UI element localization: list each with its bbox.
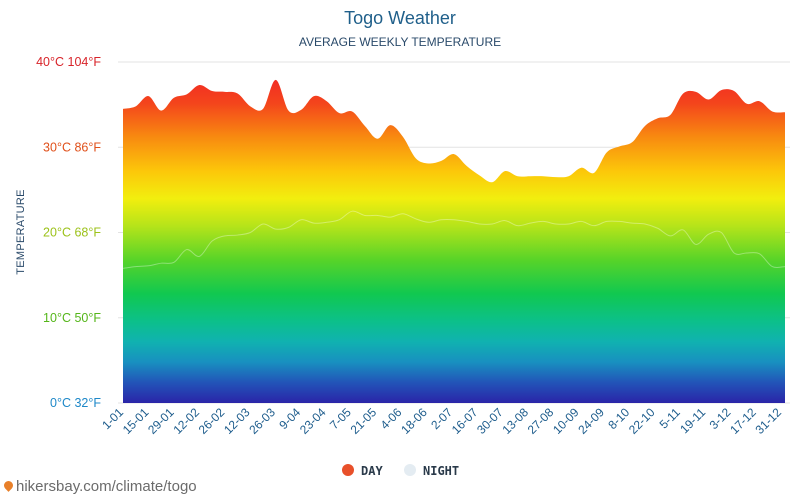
day-area (123, 79, 785, 404)
location-pin-icon (2, 479, 15, 492)
y-tick-label: 40°C 104°F (36, 55, 101, 69)
x-tick-label: 30-07 (474, 405, 506, 437)
x-tick-label: 12-02 (170, 405, 202, 437)
legend-night[interactable]: NIGHT (404, 464, 459, 478)
chart-subtitle: AVERAGE WEEKLY TEMPERATURE (299, 35, 501, 49)
x-tick-label: 24-09 (575, 405, 607, 437)
x-tick-label: 19-11 (677, 405, 708, 436)
x-tick-label: 21-05 (348, 405, 380, 437)
x-tick-label: 17-12 (727, 405, 759, 437)
legend-day[interactable]: DAY (342, 464, 383, 478)
x-tick-label: 10-09 (550, 405, 582, 437)
y-tick-labels: 0°C 32°F 10°C 50°F 20°C 68°F 30°C 86°F 40°C … (36, 55, 101, 410)
x-tick-label: 18-06 (398, 405, 430, 437)
x-tick-label: 16-07 (449, 405, 481, 437)
legend-night-label: NIGHT (423, 464, 459, 478)
x-tick-label: 29-01 (145, 405, 177, 437)
legend-day-label: DAY (361, 464, 383, 478)
x-tick-label: 12-03 (221, 405, 253, 437)
x-tick-label: 27-08 (525, 405, 557, 437)
x-tick-labels: 1-0115-0129-0112-0226-0212-0326-039-0423… (99, 405, 784, 437)
legend-day-marker (342, 464, 354, 476)
y-tick-label: 30°C 86°F (43, 140, 101, 154)
x-tick-label: 15-01 (120, 405, 152, 437)
night-series-line (122, 210, 786, 269)
legend-night-marker (404, 464, 416, 476)
y-tick-label: 20°C 68°F (43, 226, 101, 240)
x-tick-label: 31-12 (753, 405, 785, 437)
y-axis-label: TEMPERATURE (15, 189, 27, 275)
x-tick-label: 26-03 (246, 405, 278, 437)
legend: DAY NIGHT (342, 464, 459, 478)
x-tick-label: 22-10 (626, 405, 658, 437)
x-tick-label: 13-08 (499, 405, 531, 437)
x-tick-label: 23-04 (297, 405, 329, 437)
chart-title: Togo Weather (344, 8, 456, 28)
y-tick-label: 10°C 50°F (43, 311, 101, 325)
y-tick-label: 0°C 32°F (50, 396, 101, 410)
x-tick-label: 26-02 (196, 405, 228, 437)
source-link[interactable]: hikersbay.com/climate/togo (2, 478, 197, 495)
